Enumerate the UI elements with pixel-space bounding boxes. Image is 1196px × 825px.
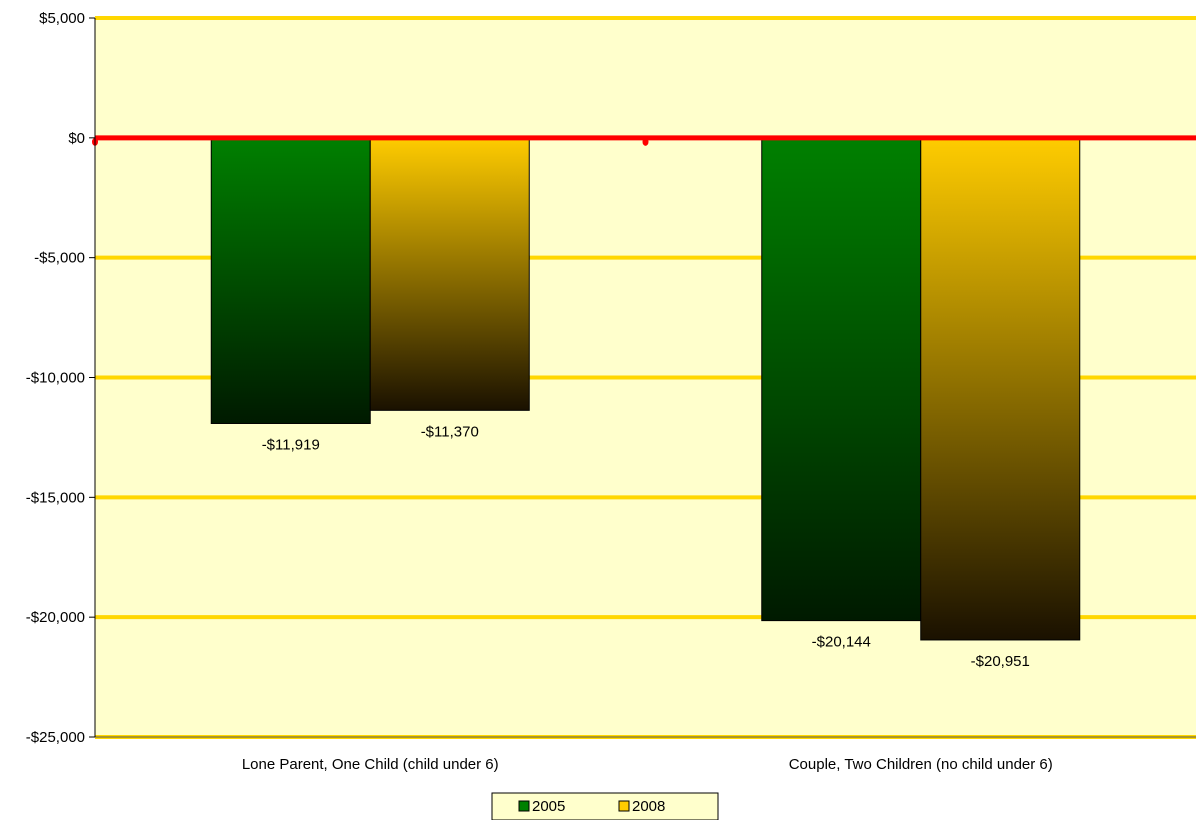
- legend-label: 2008: [632, 798, 665, 815]
- data-label: -$11,370: [421, 423, 479, 440]
- data-label: -$20,951: [971, 653, 1030, 670]
- y-tick-label: -$15,000: [26, 489, 85, 506]
- y-tick-label: -$20,000: [26, 609, 85, 626]
- bar-2008-2: [920, 137, 1081, 641]
- data-label: -$20,144: [812, 634, 871, 651]
- zero-line-marker: [642, 137, 649, 146]
- y-tick-label: $0: [68, 130, 85, 147]
- y-tick-label: -$5,000: [34, 250, 85, 267]
- y-tick-label: -$25,000: [26, 729, 85, 746]
- legend-swatch-2008: [618, 800, 630, 812]
- x-category-label: Couple, Two Children (no child under 6): [789, 756, 1053, 773]
- bar-2005-1: [210, 137, 371, 424]
- bar-2008-1: [369, 137, 530, 411]
- y-tick-label: $5,000: [39, 10, 85, 27]
- data-label: -$11,919: [262, 436, 320, 453]
- legend-swatch-2005: [518, 800, 530, 812]
- legend-label: 2005: [532, 798, 565, 815]
- bar-2005-2: [761, 137, 922, 622]
- y-tick-label: -$10,000: [26, 370, 85, 387]
- x-category-label: Lone Parent, One Child (child under 6): [242, 756, 499, 773]
